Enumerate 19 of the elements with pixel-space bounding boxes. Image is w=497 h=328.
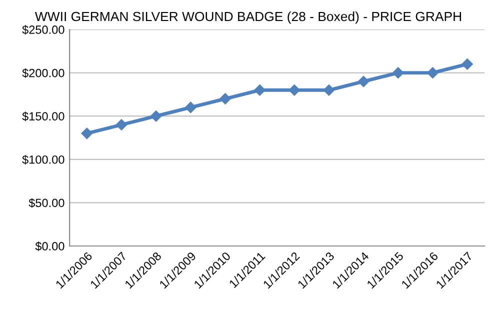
y-tick-label: $150.00 (22, 112, 64, 122)
y-tick-label: $50.00 (28, 198, 64, 208)
point (150, 110, 162, 122)
point (81, 128, 92, 140)
point (288, 84, 300, 96)
point (220, 93, 231, 104)
point (254, 84, 266, 96)
point (392, 67, 404, 78)
chart-title: WWII GERMAN SILVER WOUND BADGE (28 - Boxed) - PRICE GRAPH (34, 11, 462, 24)
point (116, 119, 128, 130)
point (185, 102, 196, 114)
point (462, 58, 473, 70)
y-tick-label: $0.00 (35, 242, 64, 252)
point (358, 76, 370, 88)
y-tick-label: $250.00 (22, 25, 64, 35)
point (427, 67, 438, 78)
y-tick-label: $200.00 (22, 68, 64, 78)
y-tick-label: $100.00 (22, 154, 64, 165)
point (323, 84, 335, 96)
